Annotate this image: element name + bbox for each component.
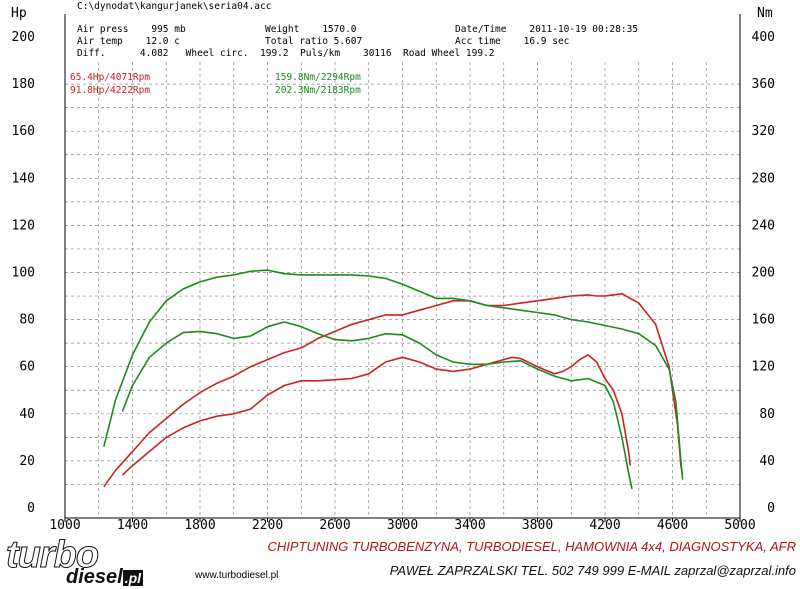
y-right-tick-label: 400 bbox=[752, 30, 775, 45]
air-temp: Air temp 12.0 c bbox=[77, 36, 180, 47]
chart-grid bbox=[65, 62, 740, 518]
left-axis-unit: Hp bbox=[11, 6, 27, 21]
y-left-tick-label: 80 bbox=[19, 313, 35, 328]
power-curve-2 bbox=[103, 292, 684, 488]
y-right-tick-label: 0 bbox=[767, 501, 775, 516]
x-tick-label: 2600 bbox=[319, 518, 350, 533]
x-tick-label: 1000 bbox=[49, 518, 80, 533]
x-tick-label: 2200 bbox=[252, 518, 283, 533]
acc-time: Acc time 16.9 sec bbox=[455, 36, 569, 47]
hp-peak-run2: 91.8Hp/4222Rpm bbox=[70, 85, 150, 96]
contact-line: PAWEŁ ZAPRZALSKI TEL. 502 749 999 E-MAIL… bbox=[389, 563, 796, 578]
logo-diesel-text: diesel bbox=[66, 566, 123, 588]
y-left-tick-label: 160 bbox=[12, 124, 35, 139]
y-right-tick-label: 280 bbox=[752, 171, 775, 186]
power-curve-1 bbox=[121, 354, 632, 476]
logo-suffix: .pl bbox=[122, 570, 144, 586]
y-left-tick-label: 0 bbox=[27, 501, 35, 516]
x-tick-label: 4200 bbox=[589, 518, 620, 533]
nm-peak-run1: 159.8Nm/2294Rpm bbox=[275, 72, 361, 83]
x-tick-label: 4600 bbox=[657, 518, 688, 533]
y-left-tick-label: 60 bbox=[19, 360, 35, 375]
y-left-tick-label: 20 bbox=[19, 454, 35, 469]
x-tick-label: 5000 bbox=[724, 518, 755, 533]
date-time: Date/Time 2011-10-19 00:28:35 bbox=[455, 24, 638, 35]
y-left-tick-label: 120 bbox=[12, 218, 35, 233]
y-right-tick-label: 40 bbox=[759, 454, 775, 469]
logo-turbo: turbo bbox=[5, 534, 99, 577]
file-path: C:\dynodat\kangurjanek\seria04.acc bbox=[77, 1, 271, 12]
y-right-tick-label: 80 bbox=[759, 407, 775, 422]
weight: Weight 1570.0 bbox=[265, 24, 357, 35]
x-tick-label: 1400 bbox=[117, 518, 148, 533]
turbodiesel-logo: turbo diesel .pl bbox=[5, 534, 186, 589]
website-link[interactable]: www.turbodiesel.pl bbox=[195, 570, 279, 581]
logo-diesel: diesel .pl bbox=[66, 566, 144, 589]
run-header: C:\dynodat\kangurjanek\seria04.acc Air p… bbox=[77, 1, 638, 59]
chart-series bbox=[103, 269, 684, 490]
x-tick-label: 3800 bbox=[522, 518, 553, 533]
y-right-tick-label: 160 bbox=[752, 313, 775, 328]
diff-line: Diff. 4.082 Wheel circ. 199.2 Puls/km 30… bbox=[77, 48, 495, 59]
tick-labels: 1000 1400 1800 2200 2600 3000 3400 3800 4200 4600… bbox=[12, 30, 775, 533]
y-left-tick-label: 40 bbox=[19, 407, 35, 422]
x-tick-label: 3400 bbox=[454, 518, 485, 533]
nm-peak-run2: 202.3Nm/2183Rpm bbox=[275, 85, 361, 96]
y-left-tick-label: 100 bbox=[12, 266, 35, 281]
y-left-tick-label: 200 bbox=[12, 30, 35, 45]
y-right-tick-label: 320 bbox=[752, 124, 775, 139]
y-right-tick-label: 120 bbox=[752, 360, 775, 375]
y-right-tick-label: 200 bbox=[752, 266, 775, 281]
y-left-tick-label: 180 bbox=[12, 77, 35, 92]
x-tick-label: 3000 bbox=[387, 518, 418, 533]
total-ratio: Total ratio 5.607 bbox=[265, 36, 362, 47]
y-right-tick-label: 360 bbox=[752, 77, 775, 92]
y-right-tick-label: 240 bbox=[752, 218, 775, 233]
x-tick-label: 1800 bbox=[184, 518, 215, 533]
dyno-chart: Hp Nm 1000 1400 1800 2200 2600 3000 3400 3800 42… bbox=[11, 1, 775, 533]
torque-curve-3 bbox=[121, 321, 633, 490]
right-axis-unit: Nm bbox=[757, 6, 773, 21]
torque-curve-4 bbox=[103, 269, 684, 480]
peak-annotations: 65.4Hp/4071Rpm 91.8Hp/4222Rpm 159.8Nm/22… bbox=[70, 72, 361, 96]
hp-peak-run1: 65.4Hp/4071Rpm bbox=[70, 72, 150, 83]
y-left-tick-label: 140 bbox=[12, 171, 35, 186]
services-line: CHIPTUNING TURBOBENZYNA, TURBODIESEL, HA… bbox=[267, 539, 797, 554]
air-press: Air press 995 mb bbox=[77, 24, 186, 35]
